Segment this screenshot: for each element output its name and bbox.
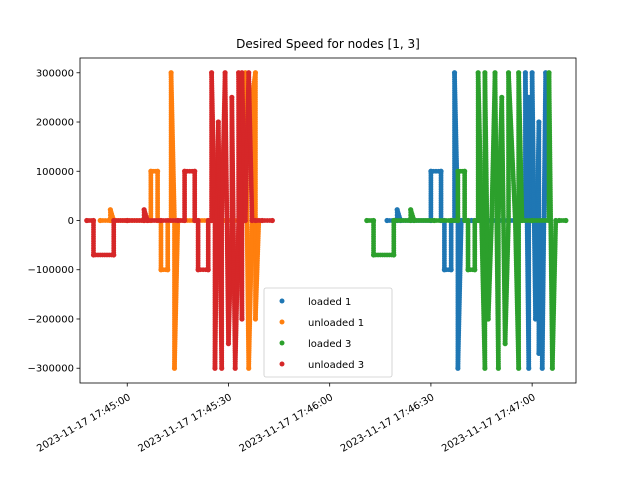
series-loaded-3 (364, 70, 569, 371)
series-loaded-1 (384, 70, 552, 371)
chart-title: Desired Speed for nodes [1, 3] (236, 37, 420, 51)
plot-area (84, 70, 569, 371)
data-point (563, 217, 569, 224)
